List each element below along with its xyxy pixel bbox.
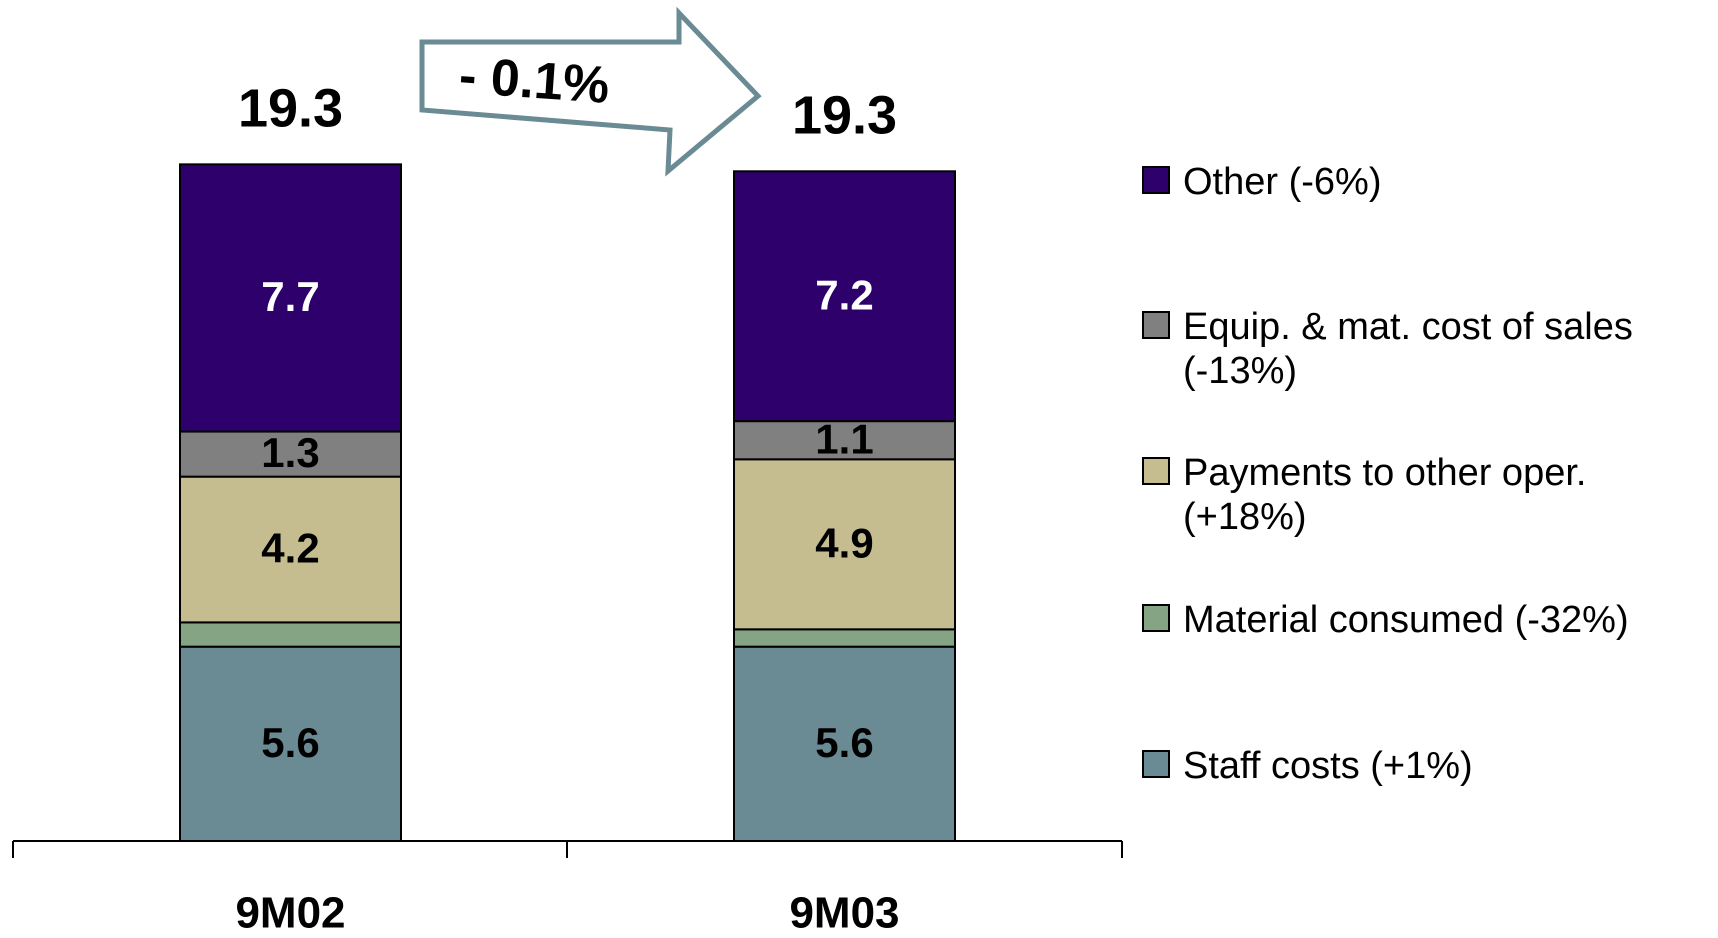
value-label: 5.6 [815,719,873,766]
total-label: 19.3 [238,79,343,139]
bar-segment [179,645,402,842]
legend-swatch [1142,457,1170,485]
bar-segment [179,163,402,433]
total-label: 19.3 [792,86,897,146]
value-label: 7.7 [261,273,319,320]
legend-swatch [1142,750,1170,778]
x-tick-label: 9M03 [789,889,899,938]
change-annotation: - 0.1% [457,47,611,115]
legend-swatch [1142,311,1170,339]
legend-label: Payments to other oper. (+18%) [1183,452,1587,538]
legend-item: Equip. & mat. cost of sales (-13%) [1142,305,1713,393]
legend-label: Other (-6%) [1183,161,1382,203]
value-label: 7.2 [815,271,873,318]
bar-segment [733,645,956,842]
bar-segment [733,458,956,631]
bar-segment [733,628,956,648]
bar-segment [733,420,956,461]
value-label: 1.3 [261,429,319,476]
legend-item: Payments to other oper. (+18%) [1142,451,1713,539]
bar-segment [179,430,402,478]
value-label: 5.6 [261,719,319,766]
x-tick-label: 9M02 [235,889,345,938]
value-label: 4.2 [261,525,319,572]
legend-swatch [1142,604,1170,632]
change-arrow [419,6,762,177]
legend-label: Equip. & mat. cost of sales (-13%) [1183,306,1633,392]
value-label: 1.1 [815,415,873,462]
legend-swatch [1142,166,1170,194]
legend-item: Other (-6%) [1142,160,1713,204]
legend-item: Staff costs (+1%) [1142,744,1713,788]
legend-item: Material consumed (-32%) [1142,598,1713,642]
bar-segment [733,170,956,423]
legend-label: Staff costs (+1%) [1183,745,1473,787]
value-label: 4.9 [815,519,873,566]
bar-segment [179,621,402,648]
legend-label: Material consumed (-32%) [1183,599,1629,641]
bar-segment [179,475,402,624]
